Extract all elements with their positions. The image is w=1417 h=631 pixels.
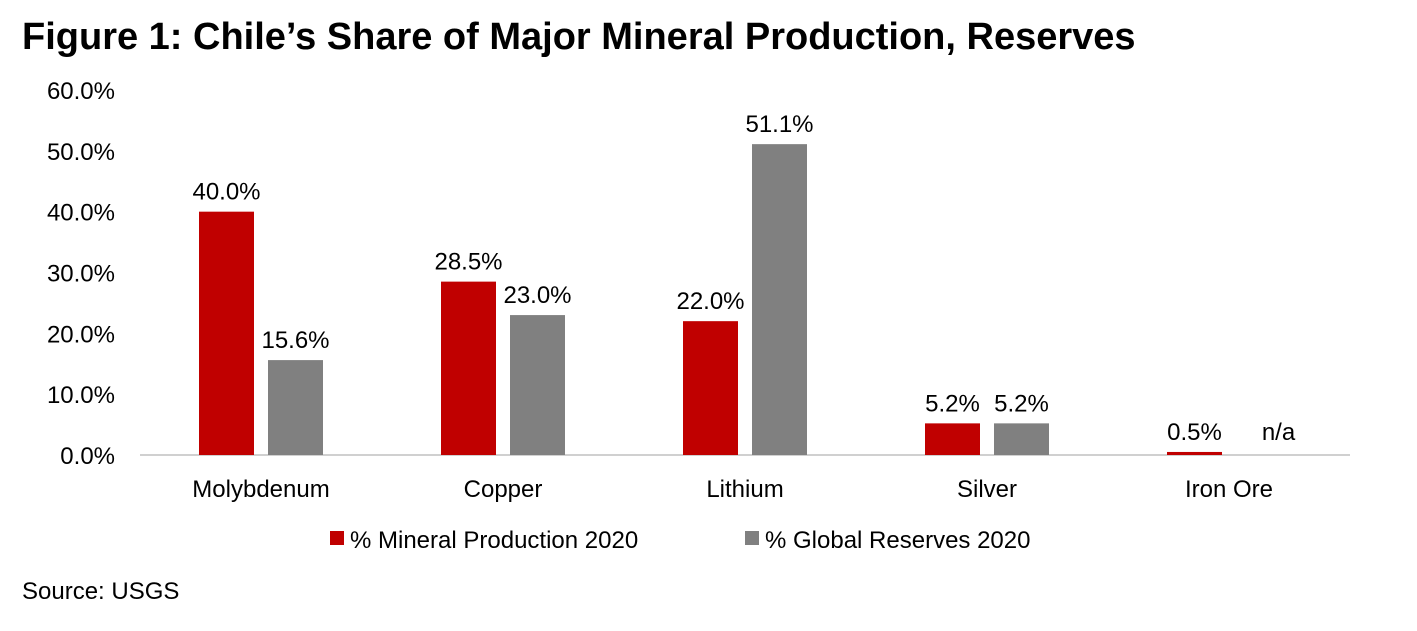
bar-0 — [199, 211, 254, 455]
y-tick-label: 0.0% — [60, 443, 115, 470]
data-label: 23.0% — [503, 282, 571, 309]
y-tick-label: 20.0% — [47, 321, 115, 348]
x-tick-label: Silver — [957, 476, 1017, 503]
source-note: Source: USGS — [22, 578, 180, 605]
legend-label: % Mineral Production 2020 — [350, 527, 638, 554]
data-label: 0.5% — [1167, 419, 1222, 446]
legend-swatch — [745, 531, 759, 545]
bar-0 — [1167, 451, 1222, 455]
bar-0 — [925, 423, 980, 455]
x-tick-label: Copper — [464, 476, 543, 503]
bar-1 — [510, 315, 565, 455]
data-label: n/a — [1262, 419, 1296, 446]
data-label: 15.6% — [261, 327, 329, 354]
data-label: 51.1% — [745, 111, 813, 138]
data-label: 5.2% — [925, 390, 980, 417]
data-label: 5.2% — [994, 390, 1049, 417]
bar-1 — [752, 144, 807, 455]
bar-1 — [994, 423, 1049, 455]
y-tick-label: 50.0% — [47, 139, 115, 166]
chart-title: Figure 1: Chile’s Share of Major Mineral… — [22, 16, 1136, 58]
bar-1 — [268, 360, 323, 455]
x-tick-label: Molybdenum — [192, 476, 329, 503]
legend-label: % Global Reserves 2020 — [765, 527, 1030, 554]
y-tick-label: 10.0% — [47, 382, 115, 409]
data-label: 40.0% — [192, 179, 260, 206]
legend-swatch — [330, 531, 344, 545]
data-label: 28.5% — [434, 249, 502, 276]
y-tick-label: 40.0% — [47, 200, 115, 227]
y-tick-label: 30.0% — [47, 261, 115, 288]
x-tick-label: Lithium — [706, 476, 783, 503]
bar-0 — [441, 281, 496, 455]
y-tick-label: 60.0% — [47, 78, 115, 105]
x-tick-label: Iron Ore — [1185, 476, 1273, 503]
data-label: 22.0% — [676, 288, 744, 315]
bar-0 — [683, 321, 738, 455]
